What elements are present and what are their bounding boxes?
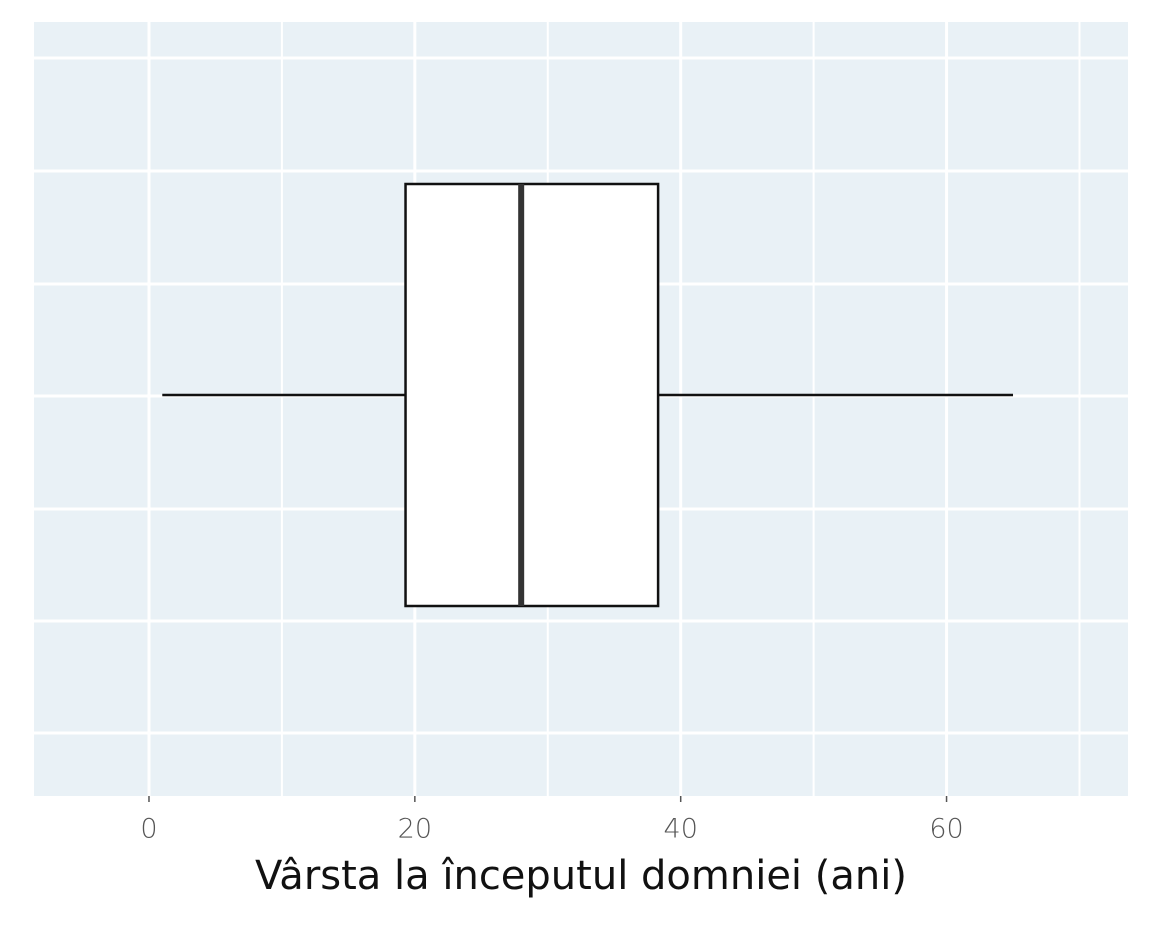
x-axis-label: Vârsta la începutul domniei (ani)	[255, 853, 907, 899]
x-tick-label: 40	[664, 814, 698, 845]
x-tick-label: 20	[398, 814, 432, 845]
x-tick-label: 0	[140, 814, 157, 845]
x-tick-label: 60	[929, 814, 963, 845]
box	[404, 182, 660, 608]
